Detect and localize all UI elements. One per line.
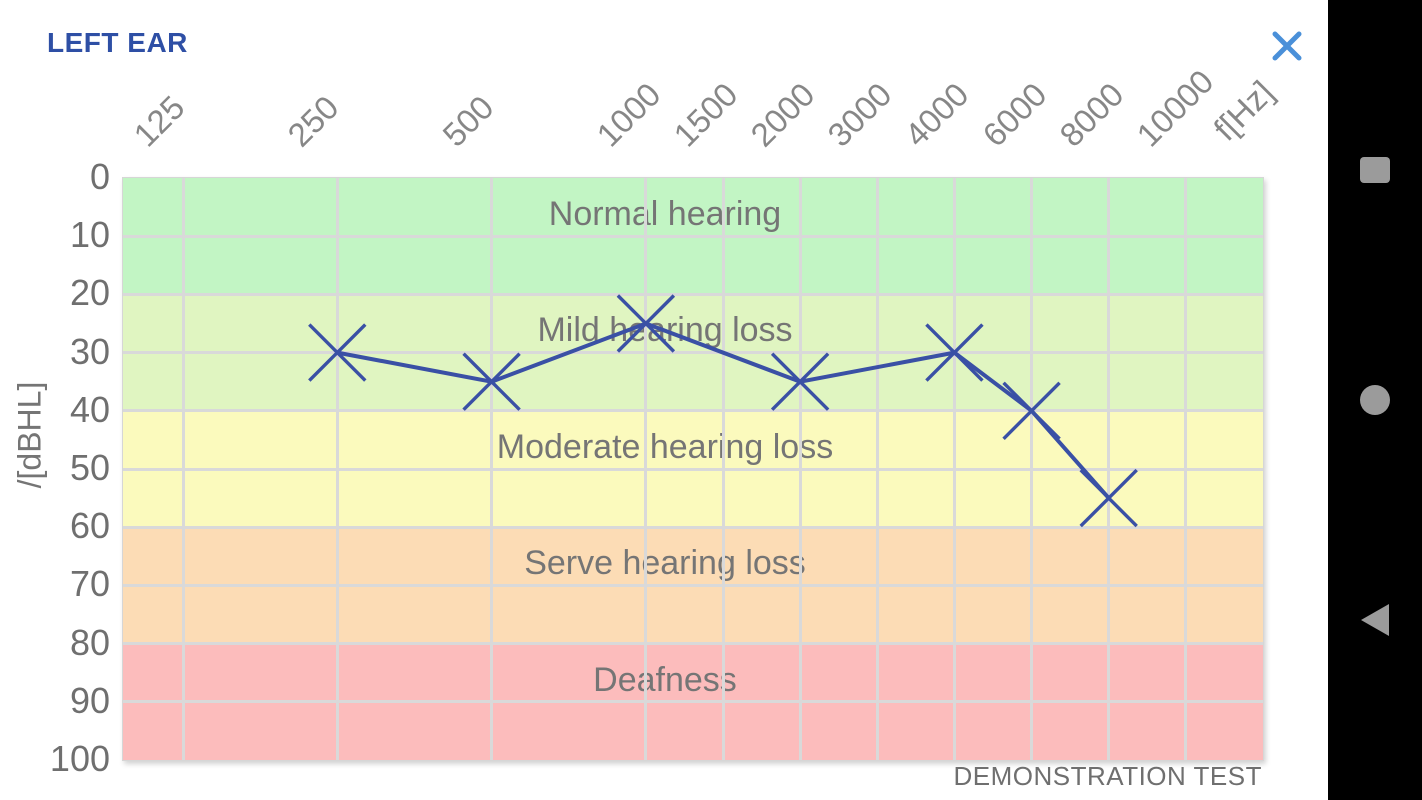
y-axis-tick-label: 20 [69,272,110,314]
x-axis-tick-label: 3000 [820,75,899,154]
horizontal-gridline [123,351,1263,355]
x-axis-tick-label: 2000 [743,75,822,154]
x-axis-tick-label: 1500 [666,75,745,154]
horizontal-gridline [123,525,1263,529]
x-axis-tick-label: 4000 [897,75,976,154]
data-point-x-marker [616,294,676,353]
severity-band-label: Normal hearing [548,195,782,233]
back-button[interactable] [1328,573,1422,667]
close-icon [1272,31,1302,61]
data-point-x-marker [1079,468,1138,528]
y-axis-tick-label: 50 [69,447,110,488]
x-axis-tick-label: 250 [280,88,346,154]
horizontal-gridline [123,467,1263,471]
plot-area: Normal hearing Mild hearing loss Moderate … [122,177,1264,761]
horizontal-gridline [123,642,1263,646]
x-axis-tick-label: 1000 [589,75,668,154]
x-axis-unit-label: f[Hz] [1206,73,1281,148]
data-point-x-marker [462,352,521,411]
x-axis-tick-label: 500 [434,88,501,154]
recents-button[interactable] [1328,123,1422,217]
threshold-line-series [308,294,1138,528]
data-point-x-marker [1002,381,1061,441]
y-axis-tick-label: 10 [69,214,110,256]
horizontal-gridline [123,700,1263,704]
y-axis-tick-label: 40 [69,388,110,430]
x-axis-tick-label: 6000 [974,75,1054,154]
chart-footer-label: DEMONSTRATION TEST [953,761,1262,791]
severity-band-label: Serve hearing loss [524,544,806,583]
horizontal-gridline [123,583,1263,587]
android-nav-bar [1328,0,1422,800]
x-axis-tick-label: 125 [126,88,192,154]
y-axis-tick-label: 0 [89,156,110,197]
y-axis-tick-label: 90 [69,679,110,721]
x-axis-tick-label: 8000 [1052,75,1131,154]
page-title: LEFT EAR [47,27,188,58]
recents-square-icon [1360,157,1390,183]
severity-band-label: Deafness [593,660,737,699]
horizontal-gridline [123,234,1263,238]
threshold-polyline [336,321,1111,500]
data-point-x-marker [925,323,984,382]
x-axis-tick-label: 10000 [1129,62,1221,154]
data-point-x-marker [770,352,830,411]
horizontal-gridline [123,292,1263,296]
home-circle-icon [1360,385,1390,415]
close-button[interactable] [1266,25,1308,67]
y-axis-tick-label: 60 [69,505,110,547]
y-axis-tick-label: 30 [69,330,110,372]
severity-band-label: Moderate hearing loss [496,427,834,466]
y-axis-tick-label: 80 [69,621,110,663]
y-axis-tick-label: 70 [69,563,110,605]
back-triangle-left-icon [1361,604,1389,636]
home-button[interactable] [1328,353,1422,447]
y-axis-tick-label: 100 [49,738,110,779]
horizontal-gridline [123,409,1263,413]
data-point-x-marker [308,323,367,382]
